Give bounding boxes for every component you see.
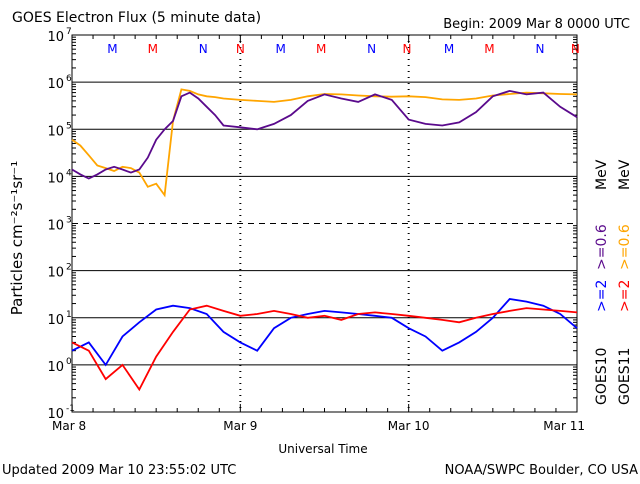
- x-tick-label: Mar 9: [223, 419, 257, 433]
- y-tick-exponent: 0: [66, 357, 72, 367]
- credit-text: NOAA/SWPC Boulder, CO USA: [445, 463, 638, 478]
- goes10-e06-label: >=0.6: [594, 224, 610, 270]
- marker-M: M: [276, 42, 286, 56]
- marker-N: N: [236, 42, 245, 56]
- marker-M: M: [484, 42, 494, 56]
- right-legend: GOES11 GOES10 >=2 >=0.6 MeV >=2 >=0.6 Me…: [594, 159, 633, 405]
- series-line: [71, 89, 578, 180]
- y-tick-label: 10: [47, 77, 64, 92]
- goes10-unit-label: MeV: [594, 159, 610, 190]
- y-axis-label: Particles cm⁻²s⁻¹sr⁻¹: [8, 161, 26, 315]
- marker-N: N: [571, 42, 580, 56]
- x-tick-label: Mar 8: [52, 419, 86, 433]
- series-line: [71, 298, 578, 367]
- marker-M: M: [444, 42, 454, 56]
- goes11-unit-label: MeV: [617, 159, 633, 190]
- y-tick-label: 10: [47, 171, 64, 186]
- y-tick-exponent: 3: [66, 216, 72, 226]
- series-line: [71, 304, 578, 392]
- goes11-e2-label: >=2: [617, 280, 633, 312]
- x-axis-label: Universal Time: [278, 442, 367, 456]
- y-tick-exponent: 1: [66, 310, 72, 320]
- y-tick-exponent: 2: [66, 263, 72, 273]
- y-tick-label: 10: [47, 313, 64, 328]
- y-tick-label: 10: [47, 360, 64, 375]
- y-tick-exponent: 7: [66, 27, 72, 37]
- marker-N: N: [199, 42, 208, 56]
- y-tick-exponent: 6: [66, 74, 72, 84]
- updated-timestamp: Updated 2009 Mar 10 23:55:02 UTC: [2, 463, 236, 478]
- marker-N: N: [402, 42, 411, 56]
- series-line: [71, 88, 578, 198]
- marker-N: N: [367, 42, 376, 56]
- y-tick-label: 10: [47, 124, 64, 139]
- y-tick-label: 10: [47, 266, 64, 281]
- marker-M: M: [316, 42, 326, 56]
- y-tick-exponent: 5: [66, 121, 72, 131]
- goes10-label: GOES10: [594, 348, 610, 405]
- begin-time: Begin: 2009 Mar 8 0000 UTC: [443, 17, 630, 32]
- marker-M: M: [148, 42, 158, 56]
- goes11-e06-label: >=0.6: [617, 224, 633, 270]
- goes10-e2-label: >=2: [594, 280, 610, 312]
- goes11-label: GOES11: [617, 348, 633, 405]
- chart-title: GOES Electron Flux (5 minute data): [12, 10, 261, 26]
- y-tick-exponent: 4: [66, 168, 72, 178]
- y-tick-label: 10: [47, 407, 64, 422]
- y-tick-label: 10: [47, 30, 64, 45]
- x-tick-label: Mar 11: [543, 419, 585, 433]
- marker-M: M: [107, 42, 117, 56]
- marker-N: N: [535, 42, 544, 56]
- y-tick-label: 10: [47, 219, 64, 234]
- x-tick-label: Mar 10: [388, 419, 430, 433]
- y-tick-exponent: -1: [66, 404, 75, 414]
